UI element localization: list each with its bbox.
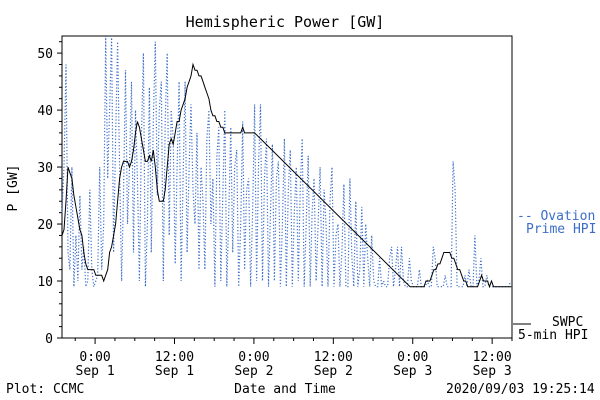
x-tick-date-label: Sep 2: [234, 364, 273, 379]
legend-ovation-line2: Prime HPI: [526, 222, 596, 237]
y-axis-label: P [GW]: [6, 165, 21, 212]
x-tick-time-label: 12:00: [473, 350, 512, 365]
legend-item-ovation: -- Ovation Prime HPI: [517, 209, 596, 237]
y-tick-label: 50: [37, 47, 53, 62]
series-ovation-prime-hpi: [61, 35, 512, 288]
series-swpc-5min-hpi: [61, 62, 512, 289]
legend-ovation-line1: -- Ovation: [517, 209, 595, 224]
y-axis-ticks: 0 10 20 30 40 50: [37, 41, 62, 347]
plot-timestamp: 2020/09/03 19:25:14: [446, 382, 595, 397]
legend-swpc-line2: 5-min HPI: [518, 328, 588, 343]
plot-frame: [61, 35, 513, 339]
y-tick-label: 20: [37, 218, 53, 233]
legend-item-swpc: SWPC 5-min HPI: [513, 315, 588, 343]
legend: -- Ovation Prime HPI SWPC 5-min HPI: [513, 209, 596, 343]
x-tick-time-label: 12:00: [314, 350, 353, 365]
x-tick-time-label: 12:00: [155, 350, 194, 365]
y-tick-label: 40: [37, 104, 53, 119]
plot-credit: Plot: CCMC: [6, 382, 84, 397]
x-tick-time-label: 0:00: [79, 350, 110, 365]
series-layer: [61, 35, 512, 289]
legend-swpc-line1: SWPC: [552, 315, 583, 330]
x-tick-time-label: 0:00: [238, 350, 269, 365]
x-tick-date-label: Sep 3: [473, 364, 512, 379]
y-tick-label: 0: [45, 332, 53, 347]
y-tick-label: 10: [37, 275, 53, 290]
x-tick-date-label: Sep 2: [314, 364, 353, 379]
x-tick-date-label: Sep 3: [393, 364, 432, 379]
chart-title: Hemispheric Power [GW]: [186, 13, 385, 31]
x-tick-date-label: Sep 1: [76, 364, 115, 379]
y-tick-label: 30: [37, 161, 53, 176]
x-axis-label: Date and Time: [234, 382, 336, 397]
x-tick-time-label: 0:00: [397, 350, 428, 365]
x-tick-date-label: Sep 1: [155, 364, 194, 379]
